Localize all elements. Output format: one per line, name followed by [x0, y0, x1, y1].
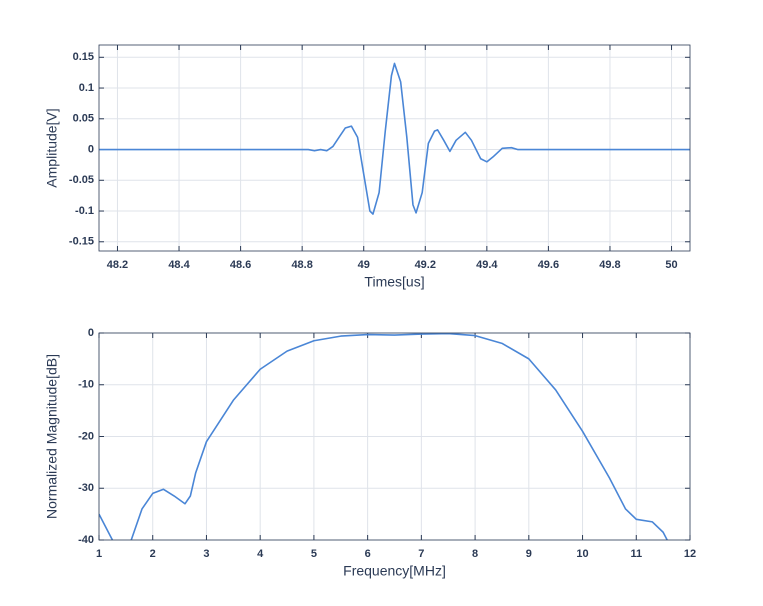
x-tick-label: 12 — [684, 548, 696, 560]
x-tick-label: 10 — [576, 548, 588, 560]
x-tick-label: 2 — [150, 548, 156, 560]
y-tick-label: -0.05 — [69, 174, 94, 186]
x-tick-label: 49.6 — [538, 259, 559, 271]
x-tick-label: 48.8 — [291, 259, 312, 271]
axes-frame — [98, 44, 691, 252]
y-tick-label: -10 — [78, 379, 94, 391]
x-tick-label: 4 — [257, 548, 264, 560]
y-tick-label: -20 — [78, 430, 94, 442]
y-axis-label: Amplitude[V] — [44, 108, 60, 187]
y-tick-label: -30 — [78, 482, 94, 494]
x-tick-label: 49.8 — [599, 259, 620, 271]
axes-background — [99, 45, 690, 251]
x-tick-label: 11 — [630, 548, 642, 560]
x-axis-label: Frequency[MHz] — [343, 563, 446, 579]
x-tick-label: 49.4 — [476, 259, 498, 271]
x-tick-label: 6 — [365, 548, 371, 560]
y-tick-label: -0.15 — [69, 236, 94, 248]
y-tick-label: 0.1 — [79, 82, 94, 94]
y-tick-label: 0 — [88, 143, 94, 155]
x-tick-label: 8 — [472, 548, 478, 560]
x-tick-label: 49.2 — [415, 259, 436, 271]
x-tick-label: 7 — [418, 548, 424, 560]
y-tick-label: 0 — [88, 327, 94, 339]
x-axis-label: Times[us] — [364, 274, 424, 290]
plot-area: -0.15 -0.1 -0.05 0 0.05 0.1 0.15 48.2 48.4 48.6 48… — [44, 44, 691, 290]
data-line — [99, 62, 690, 215]
x-tick-label: 50 — [665, 259, 677, 271]
x-tick-label: 48.2 — [107, 259, 128, 271]
data-line — [99, 333, 669, 540]
x-tick-label: 48.6 — [230, 259, 251, 271]
y-tick-label: 0.05 — [73, 113, 94, 125]
x-tick-label: 1 — [96, 548, 102, 560]
y-tick-label: -40 — [78, 534, 94, 546]
x-tick-label: 48.4 — [168, 259, 190, 271]
y-tick-label: 0.15 — [73, 51, 94, 63]
y-tick-label: -0.1 — [75, 205, 94, 217]
x-tick-label: 9 — [526, 548, 532, 560]
x-tick-label: 3 — [203, 548, 209, 560]
y-axis-label: Normalized Magnitude[dB] — [44, 354, 60, 519]
x-tick-label: 49 — [358, 259, 370, 271]
x-tick-label: 5 — [311, 548, 317, 560]
axes-frame — [98, 332, 691, 541]
